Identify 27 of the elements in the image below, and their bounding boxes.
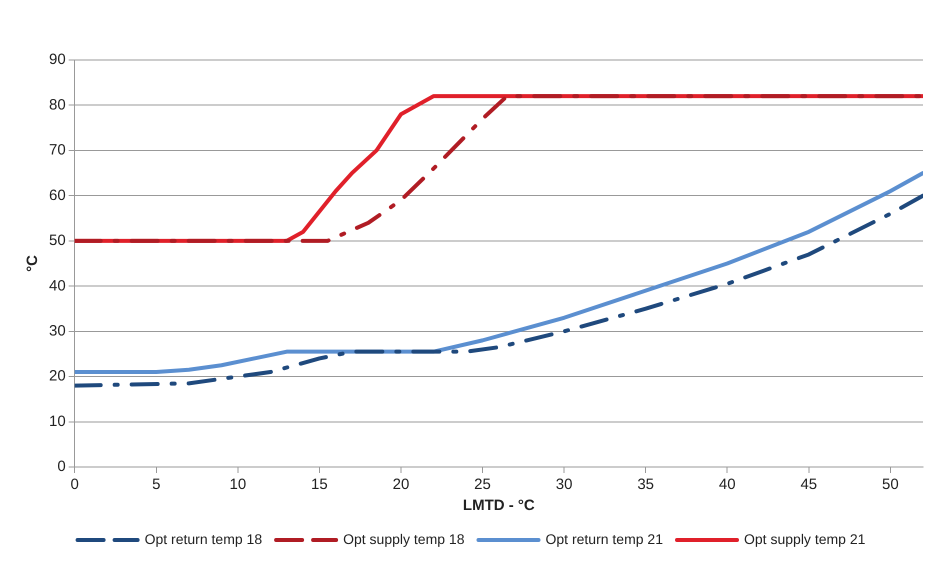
x-tick-label: 40 — [718, 476, 736, 494]
legend-label: Opt supply temp 18 — [343, 530, 465, 547]
legend-label: Opt supply temp 21 — [744, 530, 866, 547]
x-tick-label: 10 — [229, 476, 246, 494]
legend-label: Opt return temp 21 — [546, 530, 664, 547]
y-tick-label: 30 — [48, 322, 66, 340]
y-axis-title: °C — [24, 254, 42, 272]
y-tick-label: 80 — [48, 96, 66, 114]
y-tick-label: 50 — [48, 232, 66, 250]
y-tick-label: 10 — [48, 412, 66, 430]
legend-label: Opt return temp 18 — [144, 530, 262, 547]
x-tick-label: 20 — [392, 476, 410, 494]
y-tick-label: 60 — [48, 186, 66, 204]
x-tick-label: 45 — [800, 476, 818, 494]
x-axis-title: LMTD - °C — [462, 497, 535, 514]
y-tick-label: 70 — [48, 142, 66, 159]
x-tick-label: 5 — [152, 476, 160, 494]
x-tick-label: 0 — [70, 476, 79, 494]
x-tick-label: 50 — [882, 476, 899, 494]
x-tick-label: 25 — [474, 476, 491, 494]
y-tick-label: 90 — [48, 51, 66, 68]
x-tick-label: 35 — [637, 476, 654, 494]
y-tick-label: 0 — [57, 458, 66, 476]
y-tick-label: 40 — [48, 277, 66, 294]
x-tick-label: 30 — [556, 476, 572, 494]
y-tick-label: 20 — [48, 368, 66, 385]
x-tick-label: 15 — [311, 476, 328, 494]
